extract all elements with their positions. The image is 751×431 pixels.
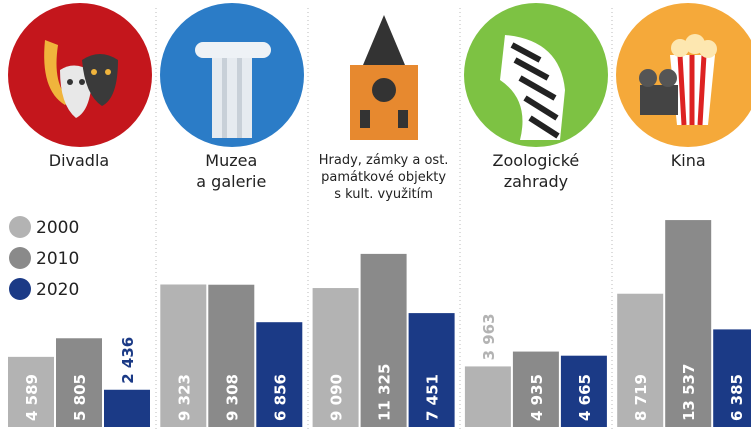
- value-label: 8 719: [632, 374, 650, 421]
- value-label: 9 323: [175, 374, 193, 421]
- category-label: Divadla: [49, 151, 109, 170]
- icon-castle: [312, 3, 456, 147]
- value-label: 7 451: [424, 374, 442, 421]
- legend-swatch: [9, 278, 31, 300]
- value-label: 2 436: [119, 337, 137, 384]
- legend-swatch: [9, 247, 31, 269]
- value-label: 13 537: [680, 364, 698, 421]
- icon-cinema: [616, 3, 751, 147]
- value-label: 4 589: [23, 374, 41, 421]
- icon-museum: [160, 3, 304, 147]
- icon-theatre: [8, 3, 152, 147]
- legend-label: 2020: [36, 280, 79, 300]
- legend-label: 2000: [36, 218, 79, 238]
- value-label: 4 665: [576, 374, 594, 421]
- bar: [465, 366, 511, 427]
- value-label: 6 856: [271, 374, 289, 421]
- value-label: 11 325: [376, 364, 394, 421]
- value-label: 3 963: [480, 313, 498, 360]
- value-label: 6 385: [728, 374, 746, 421]
- legend-label: 2010: [36, 249, 79, 269]
- chart: 2000 2010 2020 Divadla 4 589 5 805 2 436 Muzeaa…: [0, 0, 751, 431]
- legend-swatch: [9, 216, 31, 238]
- value-label: 9 308: [223, 374, 241, 421]
- bar: [104, 390, 150, 427]
- value-label: 5 805: [71, 374, 89, 421]
- category-label: Kina: [671, 151, 706, 170]
- value-label: 9 090: [328, 374, 346, 421]
- value-label: 4 935: [528, 374, 546, 421]
- icon-zebra: [464, 3, 608, 147]
- page: 2000 2010 2020 Divadla 4 589 5 805 2 436 Muzeaa…: [0, 0, 751, 431]
